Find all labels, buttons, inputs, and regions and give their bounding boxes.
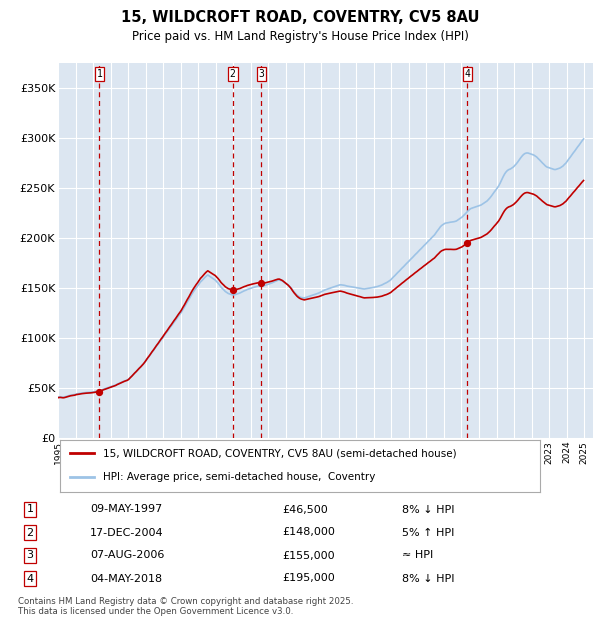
Text: 2: 2: [26, 528, 34, 538]
Text: 09-MAY-1997: 09-MAY-1997: [90, 505, 162, 515]
Text: HPI: Average price, semi-detached house,  Coventry: HPI: Average price, semi-detached house,…: [103, 472, 376, 482]
Text: 3: 3: [259, 69, 265, 79]
Point: [228, 285, 238, 295]
Text: Price paid vs. HM Land Registry's House Price Index (HPI): Price paid vs. HM Land Registry's House …: [131, 30, 469, 43]
Text: 4: 4: [464, 69, 470, 79]
Text: 8% ↓ HPI: 8% ↓ HPI: [402, 574, 455, 583]
Text: 5% ↑ HPI: 5% ↑ HPI: [402, 528, 454, 538]
Text: £148,000: £148,000: [282, 528, 335, 538]
Point: [463, 238, 472, 248]
Point: [257, 278, 266, 288]
Text: 1: 1: [97, 69, 103, 79]
Text: 3: 3: [26, 551, 34, 560]
Text: ≈ HPI: ≈ HPI: [402, 551, 433, 560]
Text: £155,000: £155,000: [282, 551, 335, 560]
Point: [95, 386, 104, 396]
Text: £46,500: £46,500: [282, 505, 328, 515]
Text: 1: 1: [26, 505, 34, 515]
Text: 15, WILDCROFT ROAD, COVENTRY, CV5 8AU (semi-detached house): 15, WILDCROFT ROAD, COVENTRY, CV5 8AU (s…: [103, 448, 457, 458]
Text: £195,000: £195,000: [282, 574, 335, 583]
Text: 4: 4: [26, 574, 34, 583]
Text: 07-AUG-2006: 07-AUG-2006: [90, 551, 164, 560]
Text: 8% ↓ HPI: 8% ↓ HPI: [402, 505, 455, 515]
Text: Contains HM Land Registry data © Crown copyright and database right 2025.
This d: Contains HM Land Registry data © Crown c…: [18, 596, 353, 616]
Text: 2: 2: [230, 69, 236, 79]
Text: 17-DEC-2004: 17-DEC-2004: [90, 528, 164, 538]
Text: 04-MAY-2018: 04-MAY-2018: [90, 574, 162, 583]
Text: 15, WILDCROFT ROAD, COVENTRY, CV5 8AU: 15, WILDCROFT ROAD, COVENTRY, CV5 8AU: [121, 10, 479, 25]
